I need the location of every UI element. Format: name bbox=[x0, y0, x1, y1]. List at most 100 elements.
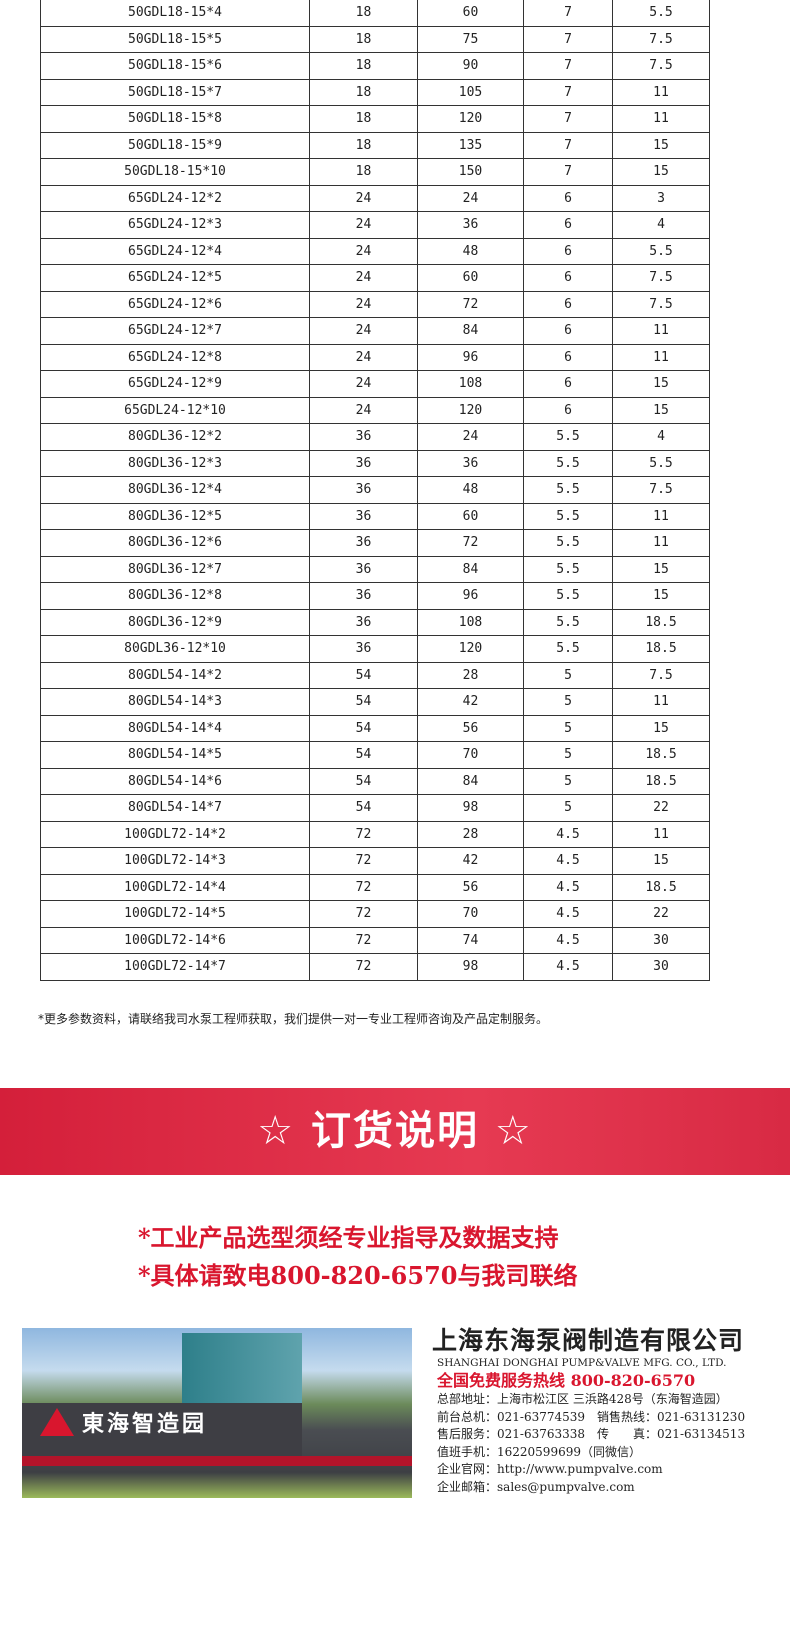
table-cell: 5 bbox=[523, 794, 613, 822]
table-row: 65GDL24-12*4 24 48 6 5.5 bbox=[40, 237, 710, 265]
table-cell: 11 bbox=[612, 820, 710, 848]
table-row: 100GDL72-14*5 72 70 4.5 22 bbox=[40, 900, 710, 928]
table-cell: 7.5 bbox=[612, 476, 710, 504]
table-cell: 18.5 bbox=[612, 608, 710, 636]
table-row: 80GDL54-14*2 54 28 5 7.5 bbox=[40, 661, 710, 689]
table-row: 80GDL54-14*6 54 84 5 18.5 bbox=[40, 767, 710, 795]
table-cell: 11 bbox=[612, 317, 710, 345]
table-cell: 7 bbox=[523, 52, 613, 80]
table-cell: 7.5 bbox=[612, 290, 710, 318]
table-cell: 100GDL72-14*4 bbox=[40, 873, 310, 901]
table-cell: 54 bbox=[309, 794, 418, 822]
table-cell: 80GDL36-12*6 bbox=[40, 529, 310, 557]
table-cell: 7 bbox=[523, 25, 613, 53]
email-link[interactable]: 企业邮箱：sales@pumpvalve.com bbox=[437, 1479, 635, 1494]
table-cell: 70 bbox=[417, 741, 524, 769]
table-cell: 120 bbox=[417, 105, 524, 133]
table-cell: 4.5 bbox=[523, 873, 613, 901]
table-cell: 80GDL54-14*5 bbox=[40, 741, 310, 769]
table-cell: 4 bbox=[612, 423, 710, 451]
table-cell: 108 bbox=[417, 608, 524, 636]
table-cell: 65GDL24-12*2 bbox=[40, 184, 310, 212]
table-cell: 80GDL36-12*3 bbox=[40, 449, 310, 477]
table-cell: 70 bbox=[417, 900, 524, 928]
table-cell: 54 bbox=[309, 741, 418, 769]
table-cell: 18.5 bbox=[612, 767, 710, 795]
table-cell: 60 bbox=[417, 502, 524, 530]
company-info: 上海东海泵阀制造有限公司 SHANGHAI DONGHAI PUMP&VALVE… bbox=[432, 1326, 782, 1496]
table-cell: 15 bbox=[612, 158, 710, 186]
table-cell: 120 bbox=[417, 396, 524, 424]
table-cell: 11 bbox=[612, 105, 710, 133]
table-cell: 5.5 bbox=[523, 423, 613, 451]
table-cell: 65GDL24-12*4 bbox=[40, 237, 310, 265]
table-cell: 22 bbox=[612, 900, 710, 928]
table-cell: 11 bbox=[612, 529, 710, 557]
table-cell: 36 bbox=[309, 529, 418, 557]
table-cell: 120 bbox=[417, 635, 524, 663]
table-cell: 7.5 bbox=[612, 264, 710, 292]
table-cell: 80GDL36-12*9 bbox=[40, 608, 310, 636]
table-cell: 24 bbox=[417, 184, 524, 212]
company-name: 上海东海泵阀制造有限公司 bbox=[432, 1326, 745, 1355]
table-row: 65GDL24-12*2 24 24 6 3 bbox=[40, 184, 710, 212]
table-row: 80GDL36-12*7 36 84 5.5 15 bbox=[40, 555, 710, 583]
table-cell: 5.5 bbox=[523, 502, 613, 530]
table-cell: 50GDL18-15*9 bbox=[40, 131, 310, 159]
table-cell: 5 bbox=[523, 688, 613, 716]
contact-line: 值班手机：16220599699（同微信） bbox=[437, 1444, 641, 1459]
table-cell: 48 bbox=[417, 237, 524, 265]
table-row: 80GDL36-12*6 36 72 5.5 11 bbox=[40, 529, 710, 557]
table-cell: 80GDL54-14*3 bbox=[40, 688, 310, 716]
table-cell: 3 bbox=[612, 184, 710, 212]
table-cell: 24 bbox=[309, 396, 418, 424]
table-cell: 18 bbox=[309, 52, 418, 80]
table-cell: 72 bbox=[417, 529, 524, 557]
table-cell: 15 bbox=[612, 555, 710, 583]
table-cell: 36 bbox=[309, 555, 418, 583]
table-cell: 6 bbox=[523, 290, 613, 318]
table-cell: 80GDL36-12*5 bbox=[40, 502, 310, 530]
table-row: 80GDL36-12*4 36 48 5.5 7.5 bbox=[40, 476, 710, 504]
table-cell: 108 bbox=[417, 370, 524, 398]
order-banner: ☆ 订货说明 ☆ bbox=[0, 1088, 790, 1175]
table-cell: 50GDL18-15*10 bbox=[40, 158, 310, 186]
table-cell: 42 bbox=[417, 688, 524, 716]
table-row: 80GDL36-12*5 36 60 5.5 11 bbox=[40, 502, 710, 530]
table-row: 80GDL54-14*4 54 56 5 15 bbox=[40, 714, 710, 742]
table-cell: 5 bbox=[523, 767, 613, 795]
table-cell: 5.5 bbox=[612, 237, 710, 265]
table-cell: 18.5 bbox=[612, 635, 710, 663]
table-cell: 24 bbox=[309, 264, 418, 292]
table-cell: 6 bbox=[523, 343, 613, 371]
table-cell: 24 bbox=[309, 184, 418, 212]
table-cell: 36 bbox=[309, 582, 418, 610]
company-name-en: SHANGHAI DONGHAI PUMP&VALVE MFG. CO., LT… bbox=[437, 1357, 727, 1369]
table-cell: 7 bbox=[523, 0, 613, 27]
table-row: 80GDL36-12*3 36 36 5.5 5.5 bbox=[40, 449, 710, 477]
table-row: 100GDL72-14*2 72 28 4.5 11 bbox=[40, 820, 710, 848]
table-cell: 105 bbox=[417, 78, 524, 106]
table-cell: 15 bbox=[612, 370, 710, 398]
table-cell: 6 bbox=[523, 264, 613, 292]
table-cell: 54 bbox=[309, 714, 418, 742]
table-cell: 80GDL54-14*7 bbox=[40, 794, 310, 822]
table-cell: 7.5 bbox=[612, 661, 710, 689]
website-link[interactable]: 企业官网：http://www.pumpvalve.com bbox=[437, 1462, 663, 1476]
contact-line: 售后服务：021-63763338 传 真：021-63134513 bbox=[437, 1427, 746, 1441]
table-row: 65GDL24-12*3 24 36 6 4 bbox=[40, 211, 710, 239]
table-row: 50GDL18-15*6 18 90 7 7.5 bbox=[40, 52, 710, 80]
table-cell: 84 bbox=[417, 317, 524, 345]
table-cell: 48 bbox=[417, 476, 524, 504]
hotline: 全国免费服务热线 800-820-6570 bbox=[437, 1371, 696, 1390]
table-row: 50GDL18-15*10 18 150 7 15 bbox=[40, 158, 710, 186]
table-cell: 72 bbox=[309, 926, 418, 954]
table-cell: 18 bbox=[309, 131, 418, 159]
table-cell: 65GDL24-12*5 bbox=[40, 264, 310, 292]
table-cell: 24 bbox=[309, 237, 418, 265]
table-cell: 36 bbox=[309, 449, 418, 477]
table-cell: 5.5 bbox=[523, 529, 613, 557]
table-cell: 100GDL72-14*7 bbox=[40, 953, 310, 981]
table-cell: 56 bbox=[417, 714, 524, 742]
contact-line: 前台总机：021-63774539 销售热线：021-63131230 bbox=[437, 1409, 746, 1424]
